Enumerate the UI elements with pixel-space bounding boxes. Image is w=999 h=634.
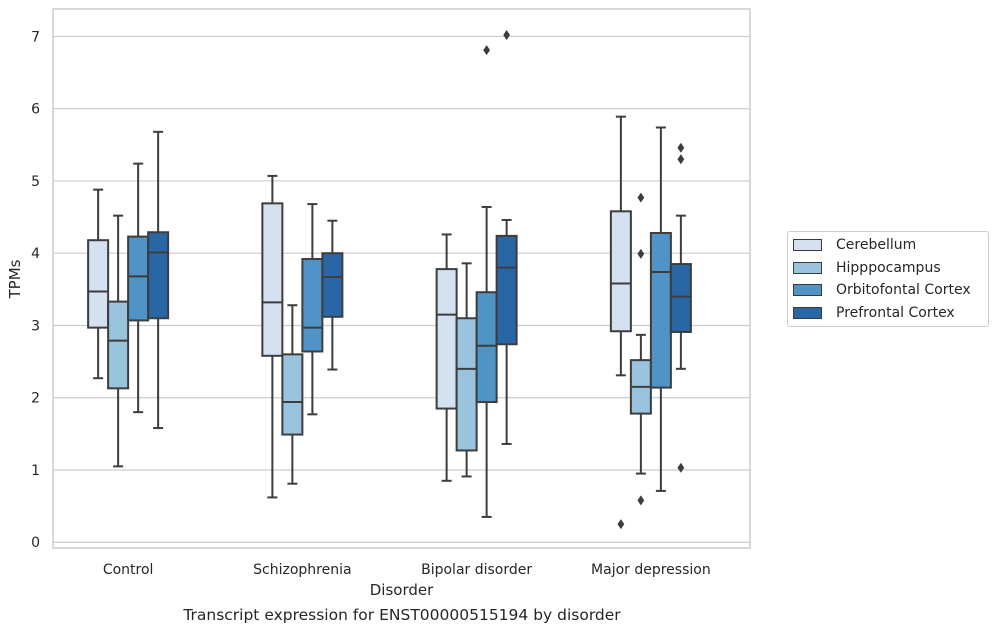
outlier-point: [637, 192, 645, 203]
legend-item: Orbitofontal Cortex: [793, 280, 971, 300]
outlier-point: [637, 495, 645, 506]
outlier-point: [677, 142, 685, 153]
legend-swatch: [793, 261, 822, 274]
box-0-3: [147, 130, 170, 430]
outlier-point: [617, 519, 625, 530]
box-iqr: [301, 257, 324, 353]
grid-lines: [53, 35, 750, 543]
box-iqr: [495, 234, 518, 346]
chart-caption: Transcript expression for ENST0000051519…: [183, 606, 621, 624]
legend-label: Cerebellum: [836, 237, 917, 253]
x-tick-labels: Control Schizophrenia Bipolar disorder Majo…: [103, 562, 711, 578]
outlier-point: [677, 462, 685, 473]
y-tick-label: 4: [31, 246, 40, 262]
legend-swatch: [793, 306, 822, 319]
box-iqr: [455, 317, 478, 452]
box-iqr: [281, 353, 304, 436]
x-tick-label: Control: [103, 562, 154, 578]
y-tick-labels: 0 1 2 3 4 5 6 7: [31, 29, 40, 551]
x-tick-label: Bipolar disorder: [421, 562, 532, 578]
box-iqr: [87, 239, 110, 329]
box-0-0: [87, 188, 110, 380]
box-iqr: [127, 235, 150, 322]
box-1-1: [281, 304, 304, 485]
box-0-1: [107, 214, 130, 468]
x-axis-title: Disorder: [370, 581, 434, 599]
box-iqr: [147, 231, 170, 320]
legend: Cerebellum Hipppocampus Orbitofontal Corte…: [787, 231, 989, 327]
box-iqr: [107, 300, 130, 390]
box-iqr: [475, 291, 498, 404]
outlier-point: [637, 248, 645, 259]
y-tick-label: 3: [31, 318, 40, 334]
legend-swatch: [793, 239, 822, 251]
box-iqr: [669, 263, 692, 333]
box-iqr: [609, 210, 632, 333]
legend-label: Orbitofontal Cortex: [836, 282, 971, 298]
box-2-2: [475, 45, 498, 518]
box-3-3: [669, 142, 692, 473]
box-iqr: [435, 268, 458, 410]
outlier-point: [677, 154, 685, 165]
y-tick-label: 0: [31, 535, 40, 551]
box-2-1: [455, 262, 478, 478]
box-iqr: [321, 252, 344, 318]
box-groups: [87, 30, 692, 530]
box-2-0: [435, 233, 458, 482]
box-3-1: [629, 192, 652, 506]
box-3-0: [609, 115, 632, 530]
x-tick-label: Major depression: [591, 562, 711, 578]
legend-item: Cerebellum: [793, 235, 916, 255]
outlier-point: [483, 45, 491, 56]
outlier-point: [503, 30, 511, 41]
box-2-3: [495, 30, 518, 445]
box-3-2: [649, 126, 672, 492]
box-0-2: [127, 162, 150, 414]
legend-item: Hipppocampus: [793, 258, 941, 278]
legend-label: Hipppocampus: [836, 259, 941, 276]
legend-swatch: [793, 284, 822, 296]
box-1-0: [261, 174, 284, 499]
plot-frame: [52, 8, 751, 549]
legend-label: Prefrontal Cortex: [836, 304, 955, 321]
y-tick-label: 7: [31, 29, 40, 45]
box-iqr: [649, 231, 672, 389]
y-axis-title: TPMs: [6, 259, 24, 299]
y-tick-label: 2: [31, 391, 40, 407]
y-tick-label: 6: [31, 102, 40, 118]
x-tick-label: Schizophrenia: [253, 562, 351, 578]
box-1-3: [321, 219, 344, 371]
legend-item: Prefrontal Cortex: [793, 303, 955, 323]
y-tick-label: 1: [31, 463, 40, 479]
y-tick-label: 5: [31, 174, 40, 190]
box-iqr: [261, 202, 284, 357]
box-1-2: [301, 203, 324, 416]
